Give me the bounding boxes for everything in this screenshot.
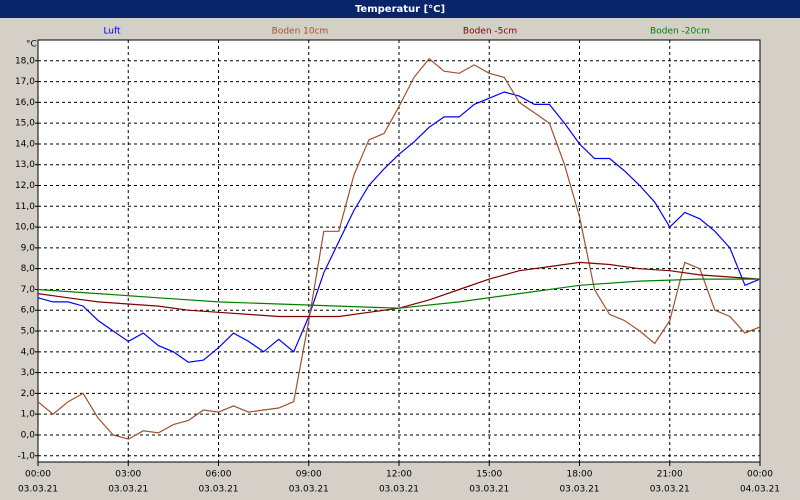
y-tick-label: -1,0 [17, 451, 35, 461]
x-tick-label: 09:00 [296, 470, 322, 480]
x-tick-date: 03.03.21 [469, 485, 509, 495]
y-unit: °C [26, 40, 37, 50]
x-tick-date: 03.03.21 [108, 485, 148, 495]
y-tick-label: 17,0 [15, 77, 35, 87]
y-tick-label: 12,0 [15, 181, 35, 191]
x-tick-label: 06:00 [206, 470, 232, 480]
plot-border [37, 39, 761, 463]
x-tick-label: 00:00 [25, 470, 51, 480]
y-tick-label: 18,0 [15, 56, 35, 66]
y-tick-label: 1,0 [21, 410, 36, 420]
y-tick-label: 2,0 [21, 389, 36, 399]
x-tick-date: 03.03.21 [198, 485, 238, 495]
y-tick-label: 8,0 [21, 264, 36, 274]
x-tick-label: 18:00 [567, 470, 593, 480]
x-tick-label: 21:00 [657, 470, 683, 480]
x-tick-date: 03.03.21 [289, 485, 329, 495]
legend-entry: Boden 10cm [272, 27, 329, 37]
y-tick-label: 10,0 [15, 223, 35, 233]
series-line [37, 91, 761, 363]
y-tick-label: 7,0 [21, 285, 36, 295]
x-tick-date: 03.03.21 [559, 485, 599, 495]
x-tick-label: 00:00 [747, 470, 773, 480]
y-tick-label: 5,0 [21, 327, 36, 337]
legend-entry: Boden -20cm [650, 27, 710, 37]
y-tick-label: 6,0 [21, 306, 36, 316]
y-tick-label: 16,0 [15, 98, 35, 108]
series-line [37, 57, 761, 440]
x-tick-date: 03.03.21 [650, 485, 690, 495]
x-tick-date: 03.03.21 [18, 485, 58, 495]
y-tick-label: 14,0 [15, 139, 35, 149]
x-tick-date: 03.03.21 [379, 485, 419, 495]
x-tick-date: 04.03.21 [740, 485, 780, 495]
y-tick-label: 9,0 [21, 243, 36, 253]
x-tick-label: 03:00 [115, 470, 141, 480]
legend-entry: Boden -5cm [463, 27, 517, 37]
chart-title: Temperatur [°C] [355, 4, 445, 15]
x-tick-label: 15:00 [476, 470, 502, 480]
x-tick-label: 12:00 [386, 470, 412, 480]
y-tick-label: 11,0 [15, 202, 35, 212]
y-tick-label: 0,0 [21, 430, 36, 440]
title-bar [0, 0, 800, 18]
legend-entry: Luft [103, 27, 121, 37]
series-line [37, 278, 760, 309]
y-tick-label: 15,0 [15, 119, 35, 129]
y-tick-label: 13,0 [15, 160, 35, 170]
y-tick-label: 3,0 [21, 368, 36, 378]
y-tick-label: 4,0 [21, 347, 36, 357]
